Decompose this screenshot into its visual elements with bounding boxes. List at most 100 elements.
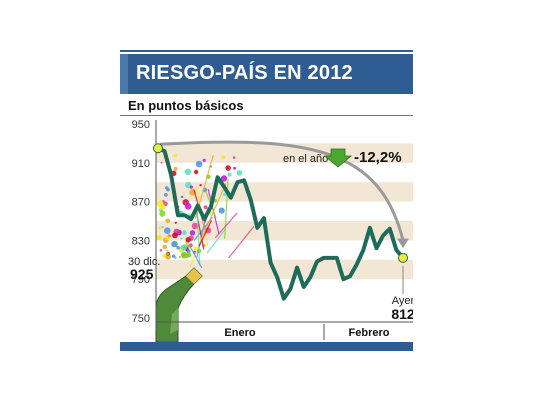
- year-change-label: -12,2%: [354, 149, 402, 166]
- y-tick-label: 950: [132, 119, 150, 131]
- bottom-bar: [120, 342, 413, 351]
- confetti-dot: [159, 203, 166, 211]
- confetti-dot: [225, 165, 231, 171]
- chart-title: RIESGO-PAÍS EN 2012: [136, 62, 353, 84]
- confetti-dot: [189, 230, 196, 236]
- data-point: [322, 257, 325, 259]
- confetti-dot: [195, 160, 203, 168]
- data-point: [210, 205, 212, 208]
- confetti-dot: [184, 168, 192, 175]
- start-date-label: 30 dic.: [128, 256, 160, 268]
- confetti-streak: [206, 228, 227, 254]
- confetti-dot: [186, 249, 191, 254]
- confetti-dot: [173, 166, 178, 171]
- data-point: [163, 150, 166, 152]
- data-point: [316, 260, 318, 263]
- x-tick-label: Enero: [224, 327, 255, 339]
- confetti-dot: [166, 252, 169, 256]
- confetti-dot: [186, 252, 192, 258]
- confetti-dot: [159, 210, 166, 217]
- y-tick-label: 830: [132, 235, 150, 247]
- title-top-line: [120, 50, 413, 52]
- confetti-dot: [180, 244, 187, 251]
- confetti-dot: [233, 166, 236, 170]
- confetti-dot: [181, 252, 188, 259]
- confetti-dot: [199, 184, 202, 187]
- confetti-dot: [165, 254, 171, 260]
- confetti-dot: [222, 192, 227, 197]
- data-point: [203, 218, 206, 220]
- y-tick-label: 910: [132, 158, 150, 170]
- confetti-dot: [176, 245, 180, 250]
- confetti-dot: [185, 237, 191, 243]
- confetti-streak: [189, 246, 203, 269]
- data-point: [256, 227, 259, 229]
- confetti-dot: [173, 153, 178, 158]
- confetti-dot: [221, 155, 226, 160]
- data-point: [243, 179, 245, 182]
- subtitle-divider: [120, 115, 413, 116]
- data-point: [382, 234, 384, 237]
- data-point: [190, 218, 192, 220]
- confetti-dot: [165, 235, 170, 241]
- y-axis: 950 910 870 830 790 750: [132, 119, 157, 330]
- confetti-dot: [180, 237, 183, 240]
- confetti-dot: [159, 249, 163, 252]
- data-point: [276, 276, 278, 279]
- data-point: [289, 288, 292, 290]
- end-marker: [398, 252, 408, 263]
- data-point: [375, 247, 378, 249]
- data-point: [309, 276, 312, 279]
- confetti-dot: [174, 221, 177, 224]
- confetti-dot: [164, 193, 168, 197]
- x-tick-label: Febrero: [349, 327, 390, 339]
- data-point: [223, 186, 225, 188]
- confetti-dot: [189, 185, 193, 189]
- confetti-dot: [162, 244, 168, 250]
- confetti-dot: [191, 222, 199, 230]
- series-line-group: [153, 143, 408, 301]
- confetti-dot: [164, 227, 171, 234]
- x-axis: Enero Febrero: [156, 321, 413, 340]
- y-tick-label: 790: [132, 274, 150, 286]
- start-value-label: 925: [130, 266, 154, 282]
- trend-arrow-curve: [159, 140, 405, 241]
- data-point: [196, 204, 199, 207]
- confetti-streak: [201, 182, 227, 238]
- confetti-dot: [178, 255, 182, 259]
- confetti-dot: [232, 156, 236, 159]
- year-label: en el año: [283, 153, 328, 165]
- data-point: [177, 214, 179, 216]
- data-point: [302, 286, 305, 288]
- confetti-dot: [181, 195, 184, 198]
- confetti-dot: [184, 201, 187, 205]
- confetti-dot: [158, 226, 162, 230]
- data-point: [263, 217, 265, 219]
- data-point: [349, 275, 351, 278]
- series-line: [157, 146, 405, 301]
- confetti-streak: [189, 234, 204, 268]
- confetti-dot: [171, 240, 178, 248]
- confetti-streak: [214, 212, 238, 239]
- confetti-dot: [166, 249, 169, 252]
- data-point: [170, 174, 172, 177]
- champagne-bottle-illustration: [155, 267, 203, 342]
- data-point: [269, 261, 272, 264]
- confetti-dot: [172, 232, 178, 239]
- chart-subtitle: En puntos básicos: [128, 98, 244, 113]
- data-point: [183, 214, 186, 216]
- confetti-dot: [236, 170, 243, 176]
- trend-arrow-head: [397, 238, 409, 249]
- trend-arrow: [159, 140, 409, 249]
- confetti-dot: [165, 218, 170, 224]
- data-point: [236, 181, 239, 183]
- confetti-dot: [161, 225, 164, 229]
- confetti-dot: [156, 234, 162, 241]
- confetti-dot: [218, 207, 225, 214]
- data-point: [329, 257, 331, 259]
- confetti-dot: [202, 158, 206, 162]
- data-point: [283, 297, 285, 300]
- confetti-dot: [203, 205, 208, 210]
